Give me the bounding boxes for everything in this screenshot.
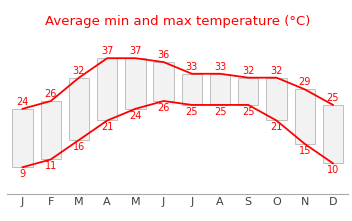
Bar <box>40 101 61 159</box>
Text: 26: 26 <box>45 89 57 99</box>
Text: 21: 21 <box>101 122 113 132</box>
Text: 10: 10 <box>327 165 339 175</box>
Bar <box>12 109 33 167</box>
Text: 32: 32 <box>242 66 254 76</box>
Bar <box>69 78 89 140</box>
Bar <box>182 74 202 105</box>
Bar <box>125 58 146 109</box>
Text: 36: 36 <box>158 50 170 60</box>
Text: 16: 16 <box>73 142 85 152</box>
Bar <box>153 62 174 101</box>
Text: 33: 33 <box>186 62 198 72</box>
Text: 37: 37 <box>101 46 113 56</box>
Text: 37: 37 <box>129 46 142 56</box>
Text: 11: 11 <box>45 161 57 171</box>
Text: 25: 25 <box>214 107 226 117</box>
Text: 25: 25 <box>186 107 198 117</box>
Title: Average min and max temperature (°C): Average min and max temperature (°C) <box>45 15 310 28</box>
Bar <box>210 74 230 105</box>
Text: 32: 32 <box>73 66 85 76</box>
Text: 24: 24 <box>129 111 142 121</box>
Text: 32: 32 <box>270 66 283 76</box>
Text: 29: 29 <box>298 77 311 87</box>
Bar <box>97 58 117 120</box>
Bar <box>295 89 315 144</box>
Text: 25: 25 <box>242 107 254 117</box>
Text: 25: 25 <box>327 93 339 103</box>
Text: 9: 9 <box>19 169 26 179</box>
Bar <box>238 78 258 105</box>
Text: 33: 33 <box>214 62 226 72</box>
Text: 24: 24 <box>17 97 29 107</box>
Text: 21: 21 <box>270 122 283 132</box>
Bar <box>266 78 287 120</box>
Bar <box>323 105 343 163</box>
Text: 15: 15 <box>298 146 311 156</box>
Text: 26: 26 <box>157 103 170 113</box>
